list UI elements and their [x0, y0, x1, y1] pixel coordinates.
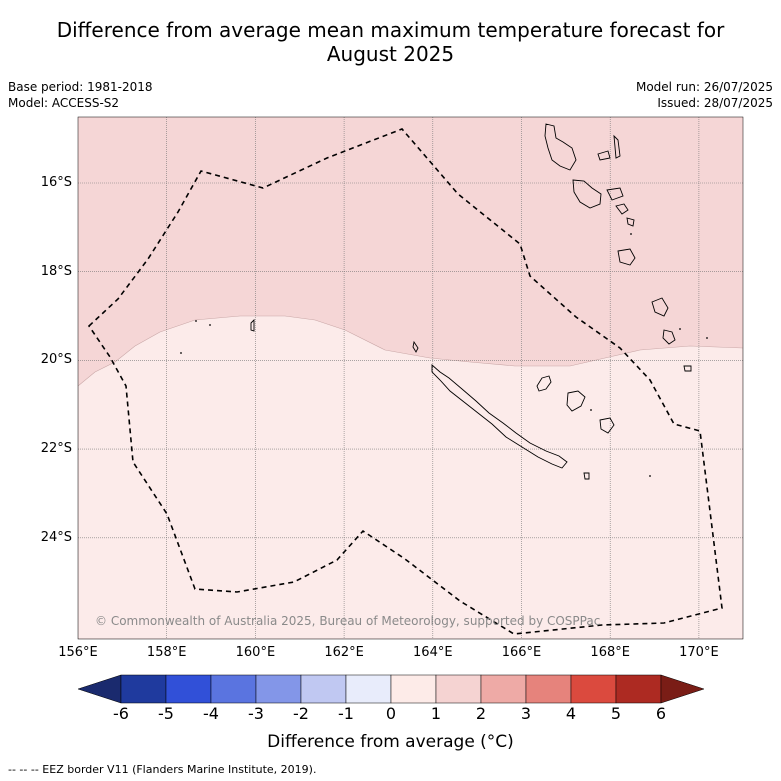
colorbar-bin [255, 674, 302, 704]
colorbar-bin [435, 674, 482, 704]
meta-right: Model run: 26/07/2025 Issued: 28/07/2025 [636, 79, 773, 111]
lat-label-18s: 18°S [40, 263, 72, 279]
lat-label-22s: 22°S [40, 441, 72, 457]
base-period: Base period: 1981-2018 [8, 80, 153, 94]
copyright-notice: © Commonwealth of Australia 2025, Bureau… [95, 614, 601, 628]
colorbar-tick-neg2: -2 [293, 704, 309, 723]
landmasses [250, 123, 692, 480]
colorbar-tick-5: 5 [610, 704, 622, 723]
eez-border [87, 128, 723, 635]
colorbar-bin [525, 674, 572, 704]
colorbar-tick-3: 3 [520, 704, 532, 723]
lat-label-24s: 24°S [40, 529, 72, 545]
lon-label-156: 156°E [58, 645, 98, 660]
colorbar-tick-neg6: -6 [113, 704, 129, 723]
lon-label-164: 164°E [413, 645, 453, 660]
vanuatu-tanna [662, 329, 676, 345]
lon-label-170: 170°E [679, 645, 719, 660]
colorbar-bin [570, 674, 617, 704]
loyalty-island-mare [599, 417, 615, 434]
vanuatu-espiritu-santo [544, 123, 577, 171]
vanuatu-erromango [651, 297, 669, 317]
lat-label-20s: 20°S [40, 352, 72, 368]
map-frame [77, 116, 744, 640]
chesterfield-reef [250, 318, 255, 332]
vanuatu-efate [617, 248, 636, 266]
new-caledonia-island [431, 364, 568, 469]
issued-date: Issued: 28/07/2025 [657, 96, 773, 110]
colorbar [77, 674, 705, 704]
colorbar-tick-neg4: -4 [203, 704, 219, 723]
vanuatu-pentecost [613, 134, 621, 159]
colorbar-tick-0: 0 [385, 704, 397, 723]
lon-label-166: 166°E [501, 645, 542, 660]
colorbar-bin [300, 674, 347, 704]
colorbar-tick-neg5: -5 [158, 704, 174, 723]
vanuatu-shepherds [626, 217, 635, 227]
title-line-2: August 2025 [326, 42, 455, 66]
colorbar-extend-low [77, 674, 122, 704]
eez-footnote: -- -- -- EEZ border V11 (Flanders Marine… [8, 763, 317, 776]
colorbar-bin [615, 674, 662, 704]
colorbar-bin [165, 674, 212, 704]
model-name: Model: ACCESS-S2 [8, 96, 120, 110]
colorbar-bin [390, 674, 437, 704]
colorbar-bin [120, 674, 167, 704]
vanuatu-malekula [572, 179, 602, 209]
title-line-1: Difference from average mean maximum tem… [56, 18, 725, 42]
belep-islet [412, 340, 419, 353]
loyalty-island-lifou [566, 390, 586, 412]
lat-label-16s: 16°S [40, 175, 72, 190]
colorbar-bin [210, 674, 257, 704]
meta-left: Base period: 1981-2018 Model: ACCESS-S2 [8, 79, 153, 111]
graticule [78, 117, 743, 639]
model-run: Model run: 26/07/2025 [635, 80, 773, 94]
lon-label-158: 158°E [146, 645, 187, 660]
colorbar-tick-neg3: -3 [248, 704, 264, 723]
anomaly-region-south [78, 315, 743, 639]
colorbar-extend-high [660, 674, 705, 704]
colorbar-tick-4: 4 [565, 704, 577, 723]
vanuatu-malo [597, 150, 611, 161]
lon-label-162: 162°E [324, 645, 364, 660]
colorbar-tick-6: 6 [655, 704, 667, 723]
vanuatu-ambrym [606, 187, 624, 201]
isle-of-pines [583, 472, 590, 480]
vanuatu-aneityum [683, 365, 692, 372]
lon-label-168: 168°E [590, 645, 630, 660]
lon-label-160: 160°E [235, 645, 276, 660]
colorbar-bin [345, 674, 392, 704]
loyalty-island-ouvea [536, 375, 552, 392]
vanuatu-epi [615, 203, 629, 215]
colorbar-tick-2: 2 [475, 704, 487, 723]
chart-title: Difference from average mean maximum tem… [0, 18, 781, 66]
map-area [78, 117, 743, 639]
colorbar-bin [480, 674, 527, 704]
colorbar-tick-1: 1 [430, 704, 442, 723]
colorbar-title: Difference from average (°C) [267, 732, 514, 752]
colorbar-tick-neg1: -1 [338, 704, 354, 723]
small-islets [180, 233, 708, 477]
